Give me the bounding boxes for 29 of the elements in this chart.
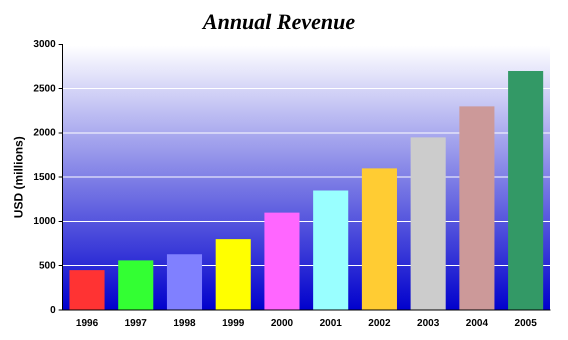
bar <box>459 106 494 310</box>
bar <box>410 137 446 310</box>
y-tick-label: 1500 <box>33 172 56 183</box>
x-tick-label: 2003 <box>417 318 440 329</box>
y-axis-title: USD (millions) <box>12 136 26 218</box>
y-tick-label: 500 <box>38 260 56 272</box>
x-tick-label: 2002 <box>368 318 391 329</box>
bar <box>216 239 251 310</box>
y-tick-label: 1000 <box>33 216 56 228</box>
x-tick-label: 1999 <box>222 318 245 329</box>
x-tick-label: 1998 <box>173 318 196 329</box>
x-tick-label: 1996 <box>76 318 99 329</box>
bar <box>362 168 397 310</box>
y-tick-label: 2000 <box>33 128 56 139</box>
x-tick-label: 2005 <box>514 318 538 329</box>
bar <box>166 254 202 310</box>
y-tick-label: 0 <box>50 304 56 316</box>
bar <box>313 190 348 310</box>
chart-title: Annual Revenue <box>200 8 356 34</box>
y-tick-label: 3000 <box>33 39 56 50</box>
x-tick-label: 2000 <box>270 318 294 329</box>
x-tick-label: 1997 <box>124 318 148 329</box>
bar <box>118 260 154 310</box>
y-tick-label: 2500 <box>33 83 56 94</box>
bar <box>508 70 544 310</box>
bar <box>264 212 300 310</box>
bar <box>69 270 105 310</box>
x-tick-label: 2001 <box>320 318 342 329</box>
x-tick-label: 2004 <box>466 318 488 329</box>
